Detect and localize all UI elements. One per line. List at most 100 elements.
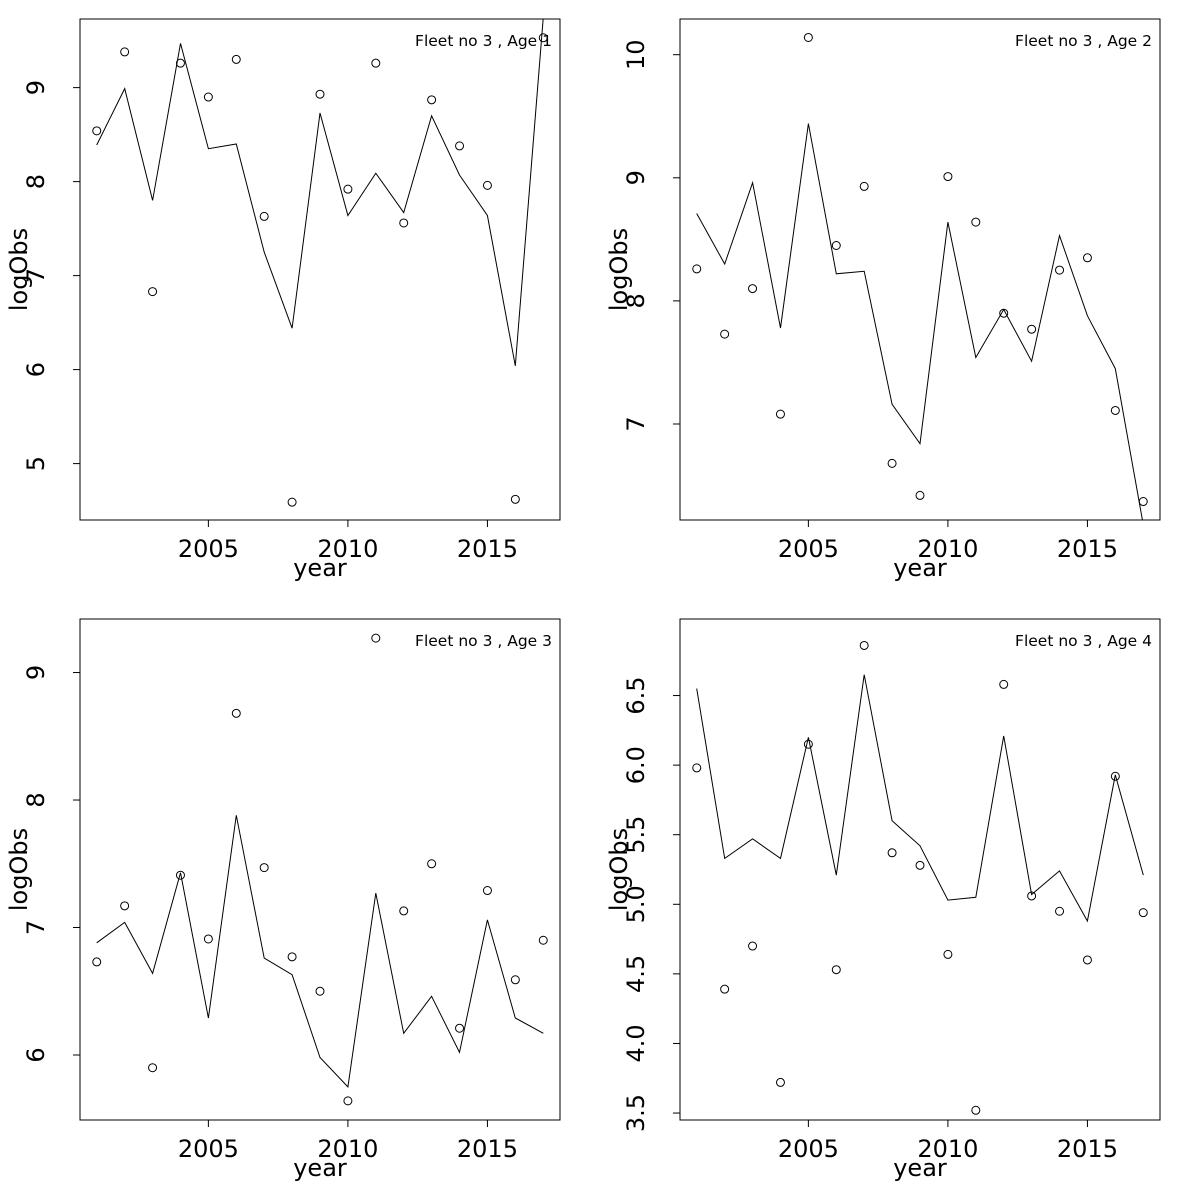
observation-point <box>259 863 269 873</box>
y-tick-label: 9 <box>22 80 50 95</box>
legend-label: Fleet no 3 , Age 1 <box>415 32 552 50</box>
observation-point <box>859 640 869 650</box>
observation-point <box>343 184 353 194</box>
x-tick-label: 2015 <box>1057 1135 1118 1163</box>
observation-point <box>538 935 548 945</box>
plot-content <box>692 32 1148 520</box>
x-tick-label: 2015 <box>457 535 518 563</box>
observation-point <box>538 33 548 43</box>
y-tick-label: 8 <box>22 792 50 807</box>
observation-point <box>482 180 492 190</box>
panel-1: 2005 2010 2015 5 6 7 8 9 year logObs Fleet no 3 , … <box>5 18 561 582</box>
y-tick-label: 5.5 <box>622 816 650 854</box>
observation-point <box>1110 405 1120 415</box>
observation-point <box>1082 955 1092 965</box>
y-axis-title: logObs <box>605 828 633 911</box>
y-tick-label: 6.5 <box>622 676 650 714</box>
y-axis-title: logObs <box>5 828 33 911</box>
observation-point <box>803 32 813 42</box>
y-tick-label: 7 <box>22 268 50 283</box>
x-tick-label: 2015 <box>457 1135 518 1163</box>
legend-label: Fleet no 3 , Age 3 <box>415 632 552 650</box>
fitted-line <box>96 815 544 1088</box>
observation-point <box>1110 771 1120 781</box>
observation-point <box>120 47 130 57</box>
y-tick-label: 4.5 <box>622 955 650 993</box>
observation-point <box>971 1105 981 1115</box>
observation-point <box>1055 906 1065 916</box>
x-tick-label: 2005 <box>778 535 839 563</box>
x-tick-label: 2010 <box>317 1135 378 1163</box>
observation-point <box>371 58 381 68</box>
observation-point <box>371 633 381 643</box>
observation-point <box>148 287 158 297</box>
y-tick-label: 6 <box>22 362 50 377</box>
observation-point <box>775 409 785 419</box>
x-axis-title: year <box>893 1154 947 1182</box>
observation-point <box>1138 908 1148 918</box>
observation-point <box>692 264 702 274</box>
plot-content <box>692 640 1148 1115</box>
panel-4: 2005 2010 2015 3.5 4.0 4.5 5.0 5.5 6.0 6.5 year log… <box>605 618 1161 1182</box>
x-tick-label: 2015 <box>1057 535 1118 563</box>
observation-point <box>231 54 241 64</box>
fitted-line <box>96 19 544 366</box>
observation-point <box>175 870 185 880</box>
plot-content <box>92 633 548 1106</box>
observation-point <box>343 1096 353 1106</box>
observation-point <box>720 329 730 339</box>
observation-point <box>259 211 269 221</box>
observation-point <box>720 984 730 994</box>
observation-point <box>203 92 213 102</box>
observation-point <box>510 975 520 985</box>
y-tick-label: 7 <box>22 920 50 935</box>
observation-point <box>455 141 465 151</box>
x-tick-label: 2010 <box>917 535 978 563</box>
y-tick-label: 4.0 <box>622 1024 650 1062</box>
observation-point <box>482 886 492 896</box>
observation-point <box>943 172 953 182</box>
observation-point <box>287 952 297 962</box>
observation-point <box>175 58 185 68</box>
observation-point <box>1082 253 1092 263</box>
legend-label: Fleet no 3 , Age 2 <box>1015 32 1152 50</box>
y-axis-title: logObs <box>605 228 633 311</box>
observation-point <box>231 708 241 718</box>
x-axis-title: year <box>293 554 347 582</box>
observation-point <box>92 126 102 136</box>
observation-point <box>399 218 409 228</box>
x-axis-title: year <box>893 554 947 582</box>
observation-point <box>831 240 841 250</box>
y-tick-label: 6 <box>22 1047 50 1062</box>
plot-frame <box>679 18 1161 521</box>
observation-point <box>943 949 953 959</box>
observation-point <box>148 1063 158 1073</box>
plot-content <box>92 19 548 507</box>
observation-point <box>427 95 437 105</box>
y-tick-label: 8 <box>622 293 650 308</box>
y-tick-label: 5 <box>22 456 50 471</box>
observation-point <box>803 739 813 749</box>
observation-point <box>748 284 758 294</box>
observation-point <box>399 906 409 916</box>
y-tick-label: 5.0 <box>622 885 650 923</box>
observation-point <box>427 859 437 869</box>
x-axis-title: year <box>293 1154 347 1182</box>
observation-point <box>1027 324 1037 334</box>
observation-point <box>887 458 897 468</box>
y-tick-label: 8 <box>22 174 50 189</box>
x-tick-label: 2005 <box>778 1135 839 1163</box>
observation-point <box>831 965 841 975</box>
plot-frame <box>79 618 561 1121</box>
plot-frame <box>679 618 1161 1121</box>
observation-point <box>999 679 1009 689</box>
observation-point <box>510 494 520 504</box>
observation-point <box>92 957 102 967</box>
panel-3: 2005 2010 2015 6 7 8 9 year logObs Fleet no 3 , A… <box>5 618 561 1182</box>
y-tick-label: 10 <box>622 39 650 70</box>
panel-2: 2005 2010 2015 7 8 9 10 year logObs Fleet no 3 , … <box>605 18 1161 582</box>
fitted-line <box>696 123 1143 520</box>
x-tick-label: 2005 <box>178 535 239 563</box>
x-tick-label: 2010 <box>917 1135 978 1163</box>
